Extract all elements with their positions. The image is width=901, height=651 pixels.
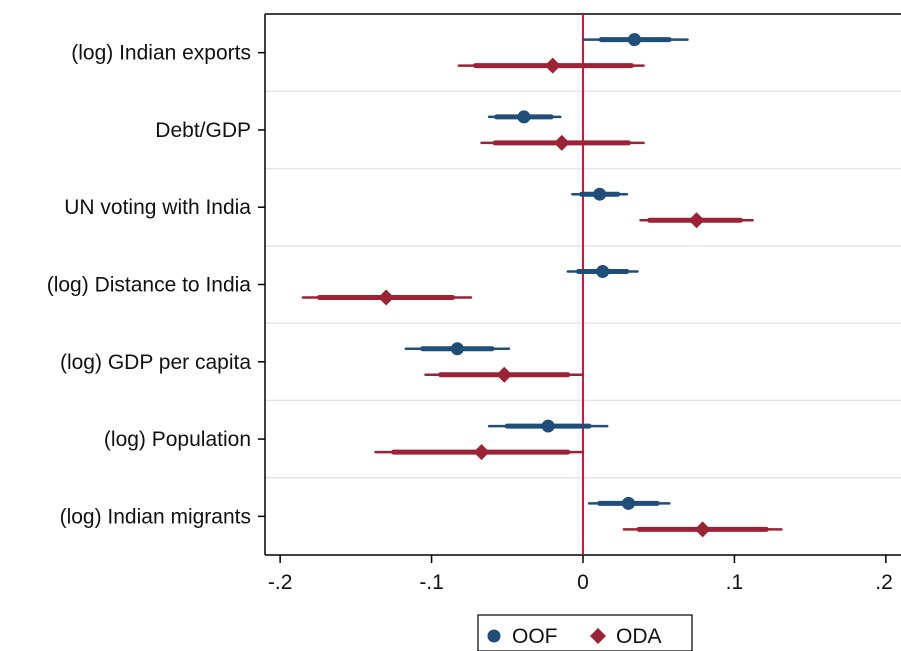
oda-point-3: [378, 289, 395, 306]
oda-point-4: [496, 366, 513, 383]
x-tick-label: .1: [726, 571, 744, 594]
oof-point-3: [596, 265, 610, 278]
coefficient-marks: [301, 33, 783, 538]
x-tick-label: 0: [577, 571, 589, 594]
oda-point-1: [553, 134, 570, 151]
legend-marker-oof: [487, 629, 501, 643]
x-tick-label: -.1: [419, 571, 444, 594]
oda-point-6: [694, 521, 711, 538]
oof-point-1: [517, 110, 531, 124]
oof-point-6: [621, 496, 635, 510]
oda-point-0: [544, 57, 561, 74]
x-tick-label: -.2: [268, 571, 293, 594]
legend: OOF ODA: [477, 614, 693, 651]
oda-point-2: [688, 212, 705, 229]
legend-marker-oda: [590, 628, 606, 644]
legend-box: [477, 614, 693, 651]
category-label-log-population: (log) Population: [104, 428, 251, 451]
oda-point-5: [473, 444, 490, 461]
oof-point-4: [450, 342, 464, 356]
legend-label-oof: OOF: [512, 625, 558, 648]
category-label-un-voting-with-india: UN voting with India: [64, 196, 251, 219]
category-label-log-distance-to-india: (log) Distance to India: [47, 274, 252, 297]
x-tick-label: .2: [875, 571, 893, 594]
legend-label-oda: ODA: [616, 625, 662, 648]
oof-point-2: [593, 187, 607, 201]
category-label-debt-gdp: Debt/GDP: [155, 119, 251, 142]
oof-point-0: [627, 33, 641, 47]
category-label-log-indian-migrants: (log) Indian migrants: [60, 505, 251, 528]
oof-point-5: [541, 419, 555, 433]
category-label-log-indian-exports: (log) Indian exports: [71, 42, 251, 65]
category-label-log-gdp-per-capita: (log) GDP per capita: [60, 351, 251, 374]
category-labels: (log) Indian exports Debt/GDP UN voting wi…: [47, 42, 265, 528]
